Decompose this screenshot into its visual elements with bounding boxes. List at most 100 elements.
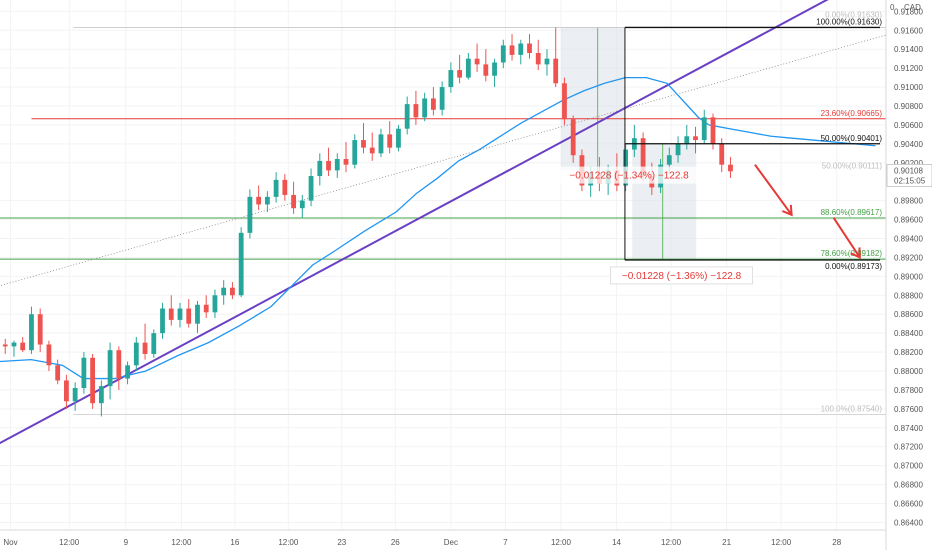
fib-level-label: 100.0%(0.87540): [821, 405, 883, 414]
candle-body: [492, 62, 497, 76]
currency-label: CAD: [904, 3, 921, 12]
candle-body: [230, 287, 235, 296]
fib-level-label: 100.00%(0.91630): [816, 17, 882, 26]
currency-marker: 0: [890, 3, 895, 12]
candle-body: [527, 43, 532, 53]
price-tick-label: 0.87400: [894, 424, 923, 433]
time-tick-label: 7: [503, 538, 508, 547]
price-tick-label: 0.90400: [894, 140, 923, 149]
channel-line[interactable]: [0, 34, 887, 289]
candle-body: [352, 140, 358, 165]
projection-arrow-shaft[interactable]: [754, 164, 793, 216]
candle-body: [20, 342, 26, 351]
candle-body: [125, 365, 130, 379]
fib-level-label: 0.00%(0.89173): [825, 262, 882, 271]
fib-level-label: 50.00%(0.90401): [821, 134, 883, 143]
measurement-boxes: −0.01228 (−1.34%) −122.8 −0.01228 (−1.36%…: [558, 166, 754, 285]
candle-body: [37, 314, 43, 345]
candle-body: [509, 45, 515, 55]
candle-body: [701, 117, 707, 141]
candle-body: [448, 70, 454, 88]
price-tick-label: 0.87200: [894, 443, 923, 452]
candle-body: [273, 179, 279, 197]
candle-body: [308, 176, 314, 201]
candle-body: [90, 357, 96, 404]
price-tick-label: 0.87800: [894, 386, 923, 395]
time-axis[interactable]: Nov 12:00 9 12:00 16 12:00 23 26 Dec 7 12:00 14 12:0…: [0, 529, 886, 547]
candle-body: [710, 117, 716, 144]
time-tick-label: 23: [337, 538, 346, 547]
price-tick-label: 0.88000: [894, 367, 923, 376]
measure-shade-upper: [560, 27, 624, 172]
price-tick-label: 0.90200: [894, 159, 923, 168]
candle-body: [439, 87, 445, 110]
fib-level-label: 0.00%(0.91630): [825, 10, 882, 19]
candle-body: [72, 388, 78, 402]
candle-body: [430, 98, 436, 110]
candle-body: [343, 159, 349, 165]
candle-body: [640, 138, 646, 177]
price-tick-label: 0.86800: [894, 481, 923, 490]
price-tick-label: 0.88200: [894, 348, 923, 357]
time-tick-label: Dec: [444, 538, 458, 547]
candle-body: [221, 287, 227, 296]
fib-level-label: 50.00%(0.90111): [822, 161, 883, 170]
candle-body: [247, 196, 253, 233]
measurement-box: [558, 166, 701, 184]
candle-body: [64, 380, 69, 402]
candle-body: [675, 143, 681, 156]
horizontal-level-lines[interactable]: [0, 27, 886, 415]
price-tick-label: 0.87000: [894, 462, 923, 471]
price-axis[interactable]: CAD 0 0.91800 0.91600 0.91400 0.91200 0.91000 0…: [885, 0, 932, 550]
candle-body: [177, 308, 183, 320]
time-tick-label: 12:00: [278, 538, 299, 547]
candle-body: [553, 58, 559, 84]
candle-body: [81, 357, 87, 389]
candle-body: [396, 128, 401, 148]
candle-body: [684, 136, 690, 144]
current-price-countdown: 02:15:05: [894, 176, 926, 185]
candle-body: [361, 140, 366, 148]
measure-shading: [560, 27, 697, 261]
candle-body: [107, 350, 113, 387]
price-tick-label: 0.89400: [894, 235, 923, 244]
measurement-box: [610, 266, 754, 285]
price-tick-label: 0.88600: [894, 310, 923, 319]
candle-body: [326, 160, 331, 171]
time-tick-label: 12:00: [551, 538, 572, 547]
time-tick-label: 16: [230, 538, 239, 547]
candle-body: [387, 134, 393, 148]
candle-body: [160, 308, 165, 334]
price-tick-label: 0.89000: [894, 272, 923, 281]
projection-arrows[interactable]: [754, 164, 861, 260]
candle-body: [133, 342, 139, 366]
projection-arrow-shaft[interactable]: [832, 217, 861, 258]
candle-body: [474, 58, 480, 65]
projection-arrow-head[interactable]: [850, 247, 861, 260]
time-tick-label: 28: [832, 538, 841, 547]
price-tick-label: 0.90600: [894, 121, 923, 130]
price-tick-label: 0.91800: [894, 7, 923, 16]
current-price-tag: [886, 163, 932, 187]
candle-body: [212, 295, 218, 313]
price-tick-label: 0.91200: [894, 64, 923, 73]
time-tick-label: 12:00: [59, 538, 80, 547]
measurement-label: −0.01228 (−1.36%) −122.8: [622, 271, 742, 282]
candle-body: [666, 155, 672, 165]
candle-body: [728, 164, 733, 172]
candle-body: [413, 104, 419, 118]
candle-body: [518, 43, 524, 55]
time-tick-label: 14: [612, 538, 621, 547]
price-tick-label: 0.91400: [894, 45, 923, 54]
candle-body: [334, 159, 340, 171]
measurement-label: −0.01228 (−1.34%) −122.8: [569, 171, 689, 182]
time-tick-label: 12:00: [171, 538, 192, 547]
candle-body: [11, 342, 17, 347]
projection-arrow-head[interactable]: [782, 204, 793, 217]
candle-body: [535, 53, 541, 65]
candle-body: [203, 304, 209, 313]
candle-body: [142, 342, 148, 354]
time-tick-label: 26: [391, 538, 400, 547]
